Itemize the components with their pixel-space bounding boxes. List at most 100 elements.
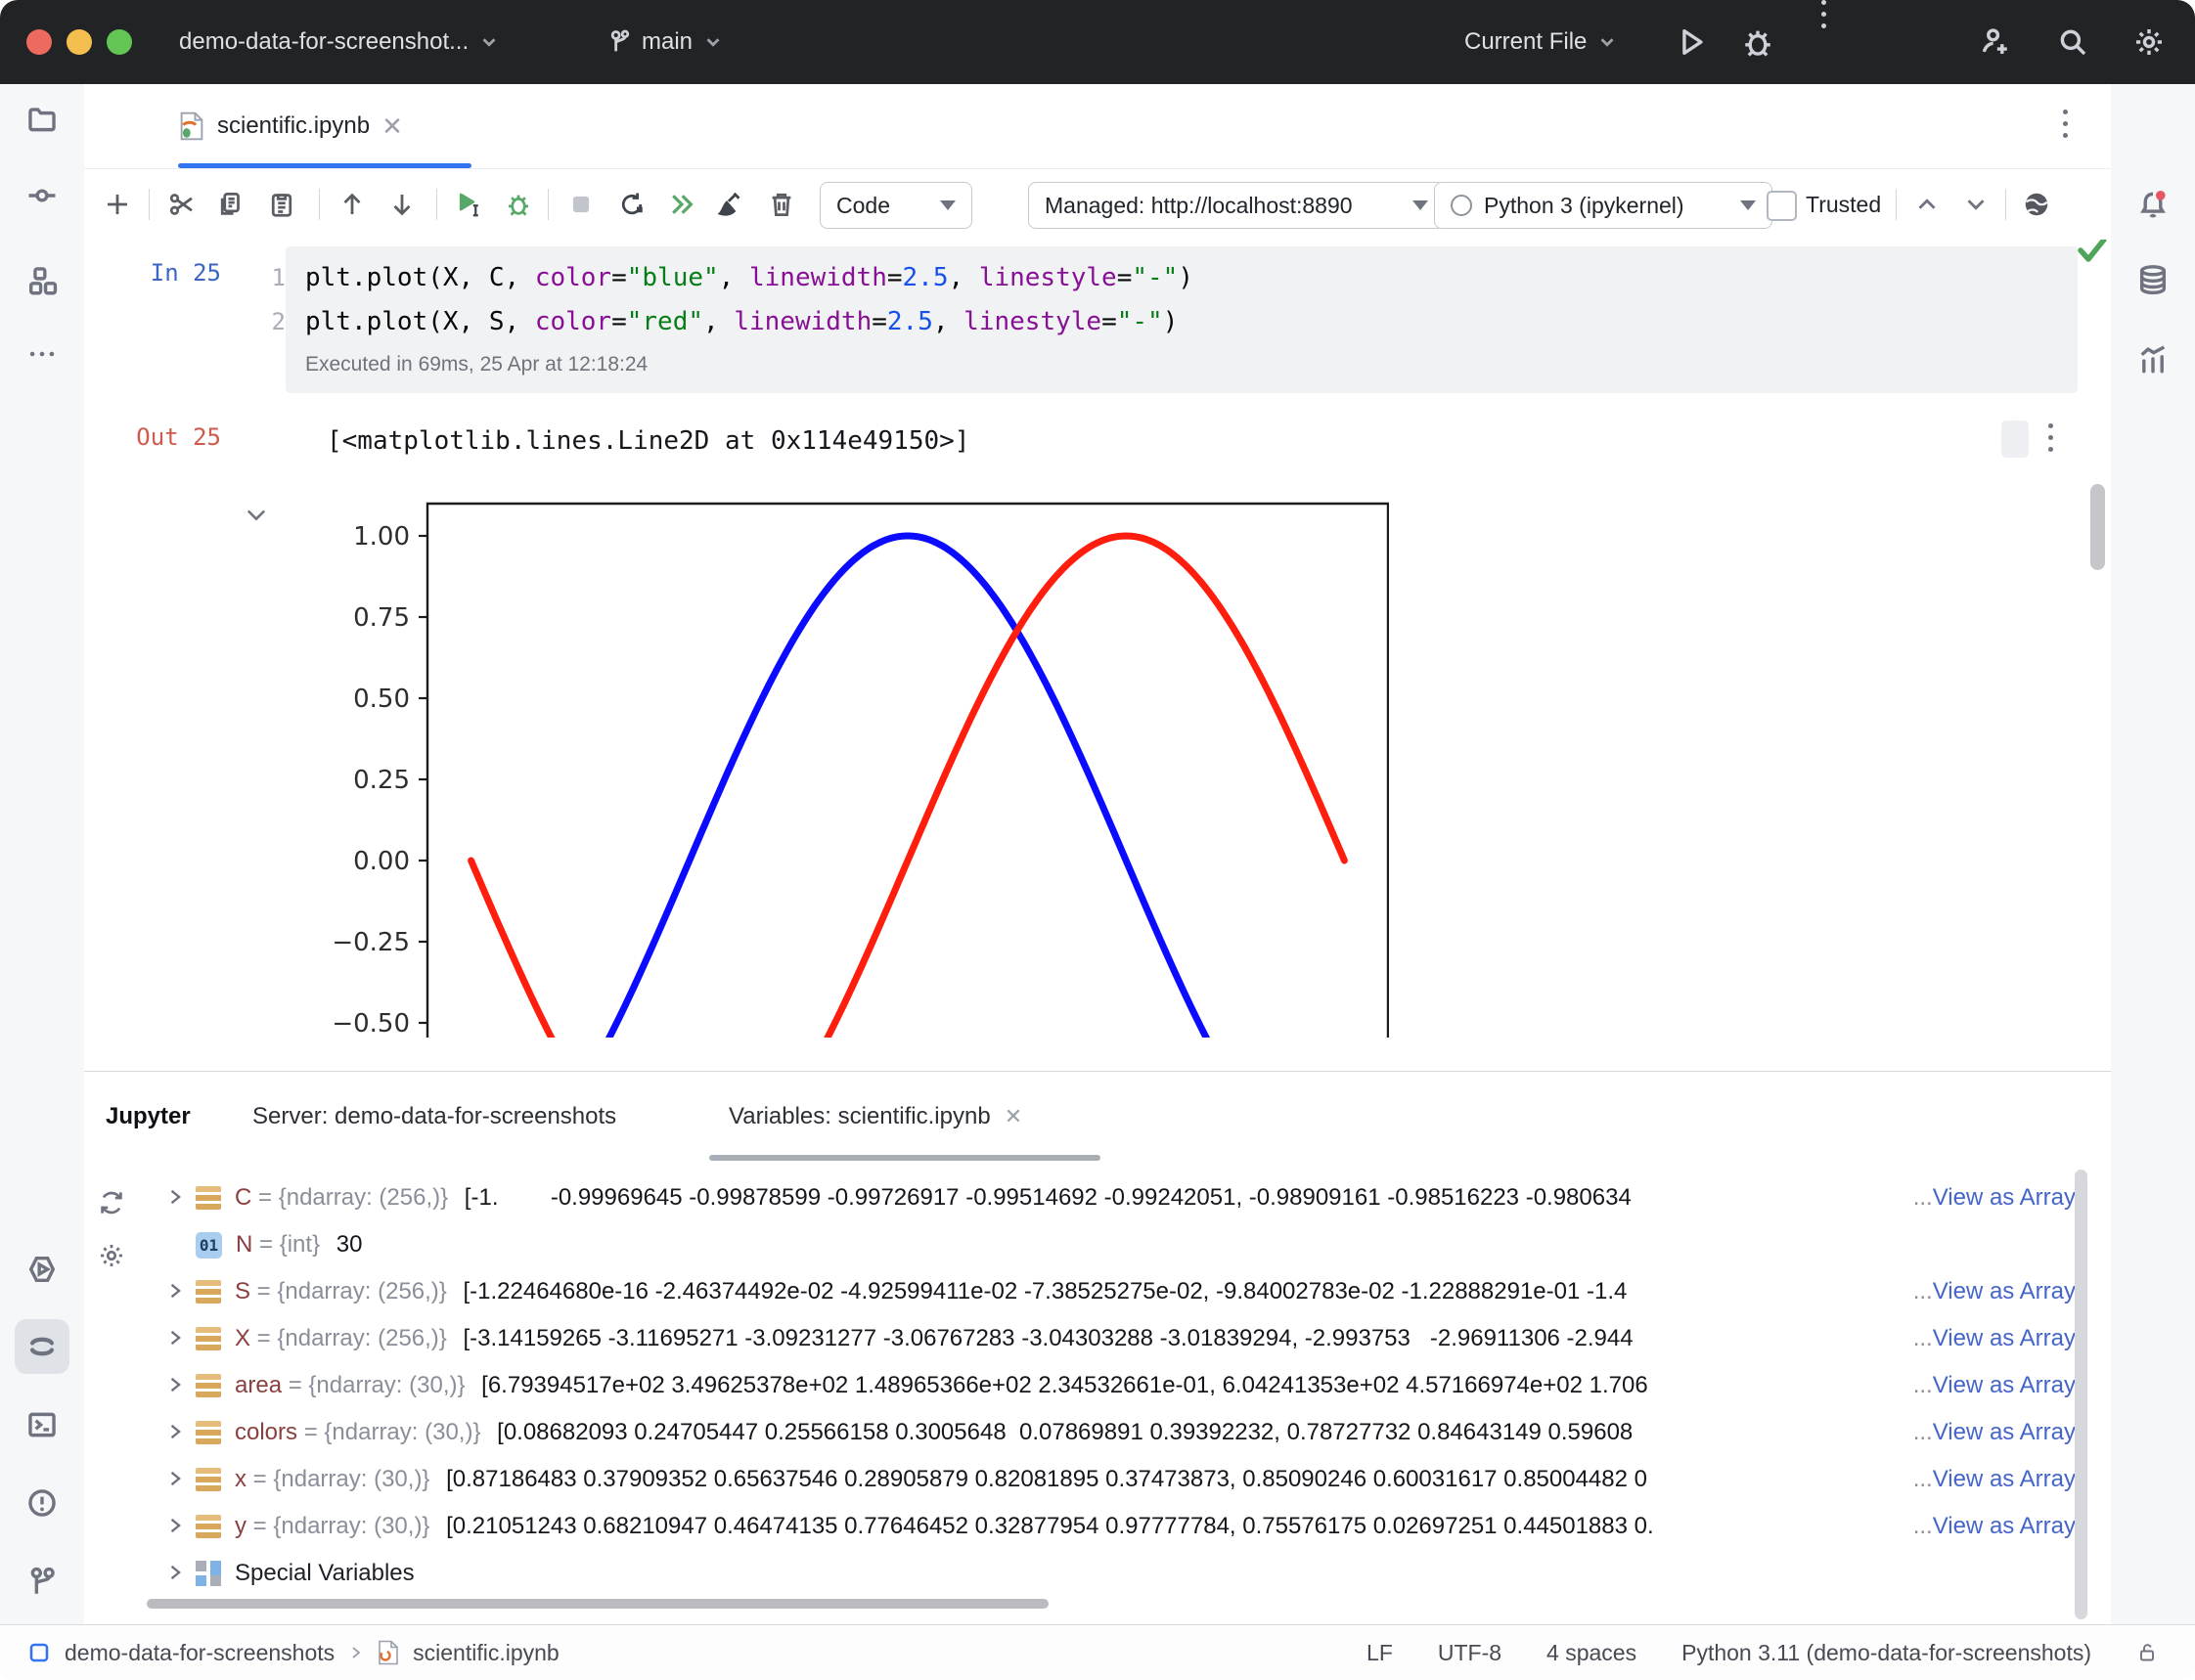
debug-cell-button[interactable] (497, 183, 540, 226)
expand-chevron-icon[interactable] (164, 1186, 194, 1210)
move-cell-up-button[interactable] (331, 183, 374, 226)
tab-options-button[interactable] (2048, 110, 2082, 143)
restart-kernel-button[interactable] (610, 183, 653, 226)
project-tool-button[interactable] (15, 92, 69, 147)
expand-chevron-icon[interactable] (164, 1280, 194, 1304)
variable-type: {ndarray: (30,)} (273, 1513, 430, 1539)
jupyter-server-dropdown[interactable]: Managed: http://localhost:8890 (1028, 182, 1445, 229)
problems-tool-button[interactable] (15, 1476, 69, 1530)
view-as-array-link[interactable]: View as Array (1932, 1278, 2076, 1304)
status-file-name[interactable]: scientific.ipynb (413, 1639, 560, 1665)
view-as-array-link[interactable]: View as Array (1932, 1184, 2076, 1211)
commit-tool-button[interactable] (15, 168, 69, 223)
branch-widget[interactable]: main (605, 0, 724, 84)
line-separator-widget[interactable]: LF (1366, 1639, 1393, 1665)
view-as-array-link[interactable]: View as Array (1932, 1372, 2076, 1398)
notifications-button[interactable] (2126, 177, 2180, 232)
delete-cell-button[interactable] (760, 183, 803, 226)
variable-row-x[interactable]: X = {ndarray: (256,)} [-3.14159265 -3.11… (147, 1315, 2076, 1362)
jupyter-tool-button[interactable] (15, 1319, 69, 1374)
refresh-variables-button[interactable] (97, 1188, 126, 1222)
cell-type-dropdown[interactable]: Code (820, 182, 972, 229)
panel-horizontal-scrollbar-thumb[interactable] (147, 1599, 1049, 1609)
add-cell-button[interactable] (96, 183, 139, 226)
tab-server[interactable]: Server: demo-data-for-screenshots (252, 1072, 616, 1161)
settings-button[interactable] (2132, 0, 2166, 84)
code-with-me-button[interactable] (1978, 0, 2011, 84)
variable-row-y[interactable]: y = {ndarray: (30,)} [0.21051243 0.68210… (147, 1503, 2076, 1550)
equals-sign: = (250, 1278, 278, 1304)
close-tab-icon[interactable]: ✕ (381, 111, 403, 141)
expand-chevron-icon[interactable] (164, 1327, 194, 1350)
cut-cell-button[interactable] (160, 183, 203, 226)
indent-widget[interactable]: 4 spaces (1546, 1639, 1637, 1665)
variables-settings-button[interactable] (97, 1241, 126, 1275)
view-as-array-link[interactable]: View as Array (1932, 1419, 2076, 1445)
previous-cell-button[interactable] (1905, 183, 1949, 226)
paste-cell-button[interactable] (260, 183, 303, 226)
unlocked-icon[interactable] (2136, 1641, 2160, 1664)
move-cell-down-button[interactable] (381, 183, 424, 226)
kernel-status-icon (1451, 195, 1472, 216)
expand-chevron-icon[interactable] (164, 1468, 194, 1491)
trusted-checkbox[interactable] (1767, 191, 1797, 221)
status-project-name[interactable]: demo-data-for-screenshots (65, 1639, 336, 1665)
variable-row-special-variables[interactable]: Special Variables (147, 1550, 2076, 1597)
expand-chevron-icon[interactable] (164, 1421, 194, 1444)
code-lines[interactable]: 1 plt.plot(X, C, color="blue", linewidth=… (272, 256, 2068, 344)
terminal-tool-button[interactable] (15, 1397, 69, 1452)
more-actions-button[interactable] (1821, 0, 1826, 84)
run-button[interactable] (1675, 0, 1708, 84)
search-everywhere-button[interactable] (2056, 0, 2089, 84)
code-line[interactable]: 2 plt.plot(X, S, color="red", linewidth=2… (272, 300, 2068, 344)
minimize-window-button[interactable] (67, 29, 92, 55)
run-all-cells-button[interactable] (660, 183, 703, 226)
encoding-widget[interactable]: UTF-8 (1437, 1639, 1502, 1665)
view-as-array-link[interactable]: View as Array (1932, 1466, 2076, 1492)
run-cell-select-below-button[interactable] (448, 183, 491, 226)
variable-row-s[interactable]: S = {ndarray: (256,)} [-1.22464680e-16 -… (147, 1268, 2076, 1315)
close-variables-tab-icon[interactable]: ✕ (1004, 1103, 1023, 1128)
notebook-editor[interactable]: In 25 1 plt.plot(X, C, color="blue", line… (84, 240, 2111, 1071)
variable-row-x[interactable]: x = {ndarray: (30,)} [0.87186483 0.37909… (147, 1456, 2076, 1503)
more-tool-windows-button[interactable] (15, 327, 69, 381)
variable-row-n[interactable]: 01 N = {int} 30 (147, 1221, 2076, 1268)
expand-chevron-icon[interactable] (164, 1374, 194, 1397)
tab-scientific-ipynb[interactable]: scientific.ipynb ✕ (178, 84, 403, 168)
output-options-box[interactable] (2001, 420, 2029, 458)
view-as-array-link[interactable]: View as Array (1932, 1513, 2076, 1539)
interrupt-kernel-button[interactable] (560, 183, 603, 226)
copy-cell-button[interactable] (209, 183, 252, 226)
run-configuration-selector[interactable]: Current File (1464, 0, 1618, 84)
kernel-value: Python 3 (ipykernel) (1484, 192, 1684, 218)
code-line[interactable]: 1 plt.plot(X, C, color="blue", linewidth=… (272, 256, 2068, 300)
interpreter-widget[interactable]: Python 3.11 (demo-data-for-screenshots) (1681, 1639, 2091, 1665)
variable-row-colors[interactable]: colors = {ndarray: (30,)} [0.08682093 0.… (147, 1409, 2076, 1456)
database-tool-button[interactable] (2126, 252, 2180, 307)
fullscreen-window-button[interactable] (107, 29, 132, 55)
tab-variables[interactable]: Variables: scientific.ipynb ✕ (729, 1072, 1022, 1161)
kernel-dropdown[interactable]: Python 3 (ipykernel) (1434, 182, 1772, 229)
output-menu-button[interactable] (2048, 423, 2053, 452)
variable-value: [0.87186483 0.37909352 0.65637546 0.2890… (439, 1466, 1647, 1492)
close-window-button[interactable] (26, 29, 52, 55)
collapse-output-chevron-icon[interactable] (243, 501, 270, 528)
services-tool-button[interactable] (15, 1242, 69, 1297)
clear-outputs-button[interactable] (710, 183, 753, 226)
expand-chevron-icon[interactable] (164, 1515, 194, 1538)
variable-row-c[interactable]: C = {ndarray: (256,)} [-1. -0.99969645 -… (147, 1174, 2076, 1221)
debug-button[interactable] (1741, 0, 1774, 84)
variable-row-area[interactable]: area = {ndarray: (30,)} [6.79394517e+02 … (147, 1362, 2076, 1409)
version-control-tool-button[interactable] (15, 1554, 69, 1609)
code-cell[interactable]: 1 plt.plot(X, C, color="blue", linewidth=… (272, 246, 2078, 393)
editor-scrollbar-thumb[interactable] (2090, 484, 2105, 570)
expand-chevron-icon[interactable] (164, 1562, 194, 1585)
structure-tool-button[interactable] (15, 253, 69, 308)
project-widget[interactable]: demo-data-for-screenshot... (179, 0, 500, 84)
plots-tool-button[interactable] (2126, 332, 2180, 386)
view-as-array-link[interactable]: View as Array (1932, 1325, 2076, 1351)
variables-toolbar (84, 1161, 147, 1626)
panel-vertical-scrollbar-thumb[interactable] (2075, 1170, 2087, 1619)
next-cell-button[interactable] (1954, 183, 1997, 226)
open-in-browser-button[interactable] (2015, 183, 2058, 226)
